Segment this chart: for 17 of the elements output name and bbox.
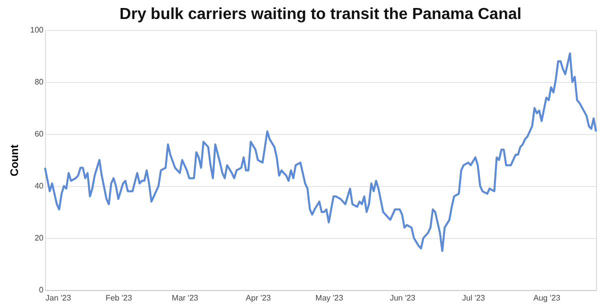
x-tick-label: Aug '23 [533,294,561,302]
x-tick-label: Feb '23 [106,294,133,302]
y-axis-title: Count [9,144,22,176]
y-tick-label: 0 [39,286,44,294]
x-tick-label: Jul '23 [462,294,486,302]
y-tick-label: 100 [30,26,44,34]
x-tick-label: Jun '23 [390,294,416,302]
line-series [44,52,597,252]
x-tick-label: Apr '23 [246,294,272,302]
x-tick-label: May '23 [315,294,344,302]
y-tick-label: 20 [34,234,44,242]
x-tick-label: Mar '23 [172,294,199,302]
y-tick-label: 40 [34,182,44,190]
y-tick-label: 80 [34,78,44,86]
x-tick-label: Jan '23 [46,294,72,302]
y-tick-label: 60 [34,130,44,138]
chart-title: Dry bulk carriers waiting to transit the Panama Canal [120,6,522,23]
